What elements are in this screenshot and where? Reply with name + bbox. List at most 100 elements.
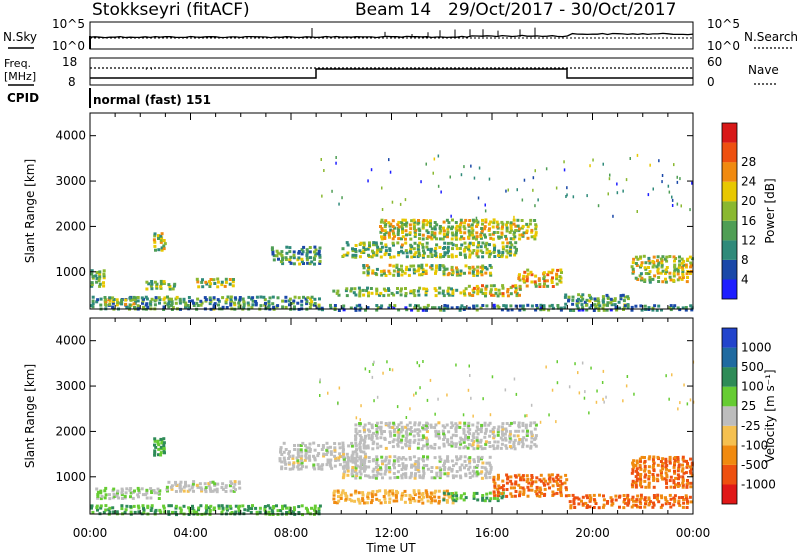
data-cell bbox=[439, 468, 443, 472]
data-cell bbox=[426, 426, 429, 429]
data-cell bbox=[334, 459, 338, 462]
data-cell bbox=[405, 265, 409, 269]
data-cell bbox=[232, 489, 236, 493]
data-cell bbox=[475, 284, 479, 288]
data-cell bbox=[455, 243, 458, 247]
data-cell bbox=[515, 247, 518, 251]
data-cell bbox=[668, 493, 672, 497]
data-cell bbox=[401, 491, 405, 495]
data-cell bbox=[497, 484, 501, 488]
data-cell bbox=[468, 476, 472, 479]
data-cell bbox=[384, 465, 388, 469]
data-cell bbox=[634, 255, 638, 259]
data-cell bbox=[380, 304, 384, 308]
data-cell bbox=[518, 486, 522, 490]
noise-left-tick-top: 10^5 bbox=[52, 17, 85, 31]
data-cell bbox=[467, 388, 470, 392]
data-cell bbox=[421, 268, 425, 272]
data-cell bbox=[508, 424, 512, 427]
data-cell bbox=[414, 428, 417, 432]
data-cell bbox=[443, 253, 447, 257]
data-cell bbox=[581, 293, 585, 297]
data-cell bbox=[657, 304, 661, 308]
data-cell bbox=[446, 306, 450, 310]
data-cell bbox=[525, 284, 529, 288]
data-cell bbox=[186, 304, 190, 307]
data-cell bbox=[129, 487, 133, 490]
data-cell bbox=[686, 402, 689, 406]
data-cell bbox=[446, 304, 450, 308]
data-cell bbox=[522, 488, 526, 492]
data-cell bbox=[455, 247, 459, 251]
data-cell bbox=[483, 435, 487, 439]
data-cell bbox=[450, 265, 454, 269]
data-cell bbox=[580, 499, 583, 503]
data-cell bbox=[556, 306, 560, 310]
data-cell bbox=[455, 363, 457, 367]
data-cell bbox=[446, 245, 450, 249]
data-cell bbox=[450, 231, 454, 235]
data-cell bbox=[634, 485, 638, 489]
data-cell bbox=[467, 223, 471, 227]
data-cell bbox=[509, 492, 513, 496]
data-cell bbox=[608, 177, 611, 181]
data-cell bbox=[443, 234, 447, 238]
data-cell bbox=[626, 496, 629, 500]
data-cell bbox=[652, 461, 656, 465]
data-cell bbox=[396, 223, 400, 227]
data-cell bbox=[458, 468, 462, 472]
data-cell bbox=[230, 299, 233, 303]
data-cell bbox=[309, 297, 313, 301]
data-cell bbox=[413, 462, 417, 466]
colorbar-swatch bbox=[722, 259, 737, 280]
data-cell bbox=[614, 305, 618, 309]
data-cell bbox=[638, 498, 642, 502]
velocity-data-cells bbox=[90, 360, 695, 517]
data-cell bbox=[577, 371, 579, 375]
data-cell bbox=[205, 504, 208, 508]
data-cell bbox=[379, 501, 383, 505]
data-cell bbox=[639, 475, 642, 479]
data-cell bbox=[320, 158, 322, 161]
data-cell bbox=[389, 228, 393, 232]
data-cell bbox=[371, 251, 375, 255]
data-cell bbox=[279, 252, 283, 256]
data-cell bbox=[563, 306, 567, 310]
data-cell bbox=[378, 489, 382, 493]
data-cell bbox=[467, 247, 470, 251]
data-cell bbox=[476, 269, 480, 273]
data-cell bbox=[326, 446, 330, 450]
data-cell bbox=[435, 471, 439, 475]
data-cell bbox=[451, 247, 454, 251]
data-cell bbox=[363, 445, 367, 449]
data-cell bbox=[547, 473, 551, 477]
data-cell bbox=[90, 304, 94, 308]
data-cell bbox=[459, 218, 463, 222]
data-cell bbox=[363, 457, 367, 461]
data-cell bbox=[673, 485, 676, 489]
data-cell bbox=[476, 432, 480, 436]
data-cell bbox=[496, 444, 500, 448]
data-cell bbox=[446, 227, 450, 231]
data-cell bbox=[94, 274, 98, 278]
data-cell bbox=[451, 225, 454, 229]
data-cell bbox=[523, 178, 526, 182]
data-cell bbox=[178, 486, 182, 490]
data-cell bbox=[614, 498, 618, 502]
data-cell bbox=[213, 302, 217, 306]
data-cell bbox=[454, 491, 458, 495]
data-cell bbox=[237, 510, 241, 514]
data-cell bbox=[454, 462, 458, 466]
data-cell bbox=[472, 458, 476, 462]
data-cell bbox=[501, 286, 505, 290]
data-cell bbox=[159, 437, 163, 441]
data-cell bbox=[284, 258, 288, 261]
data-cell bbox=[660, 471, 663, 474]
data-cell bbox=[441, 264, 445, 268]
data-cell bbox=[446, 459, 450, 463]
data-cell bbox=[668, 459, 672, 463]
data-cell bbox=[336, 289, 340, 293]
data-cell bbox=[358, 476, 362, 480]
data-cell bbox=[375, 430, 379, 434]
data-cell bbox=[454, 499, 458, 503]
